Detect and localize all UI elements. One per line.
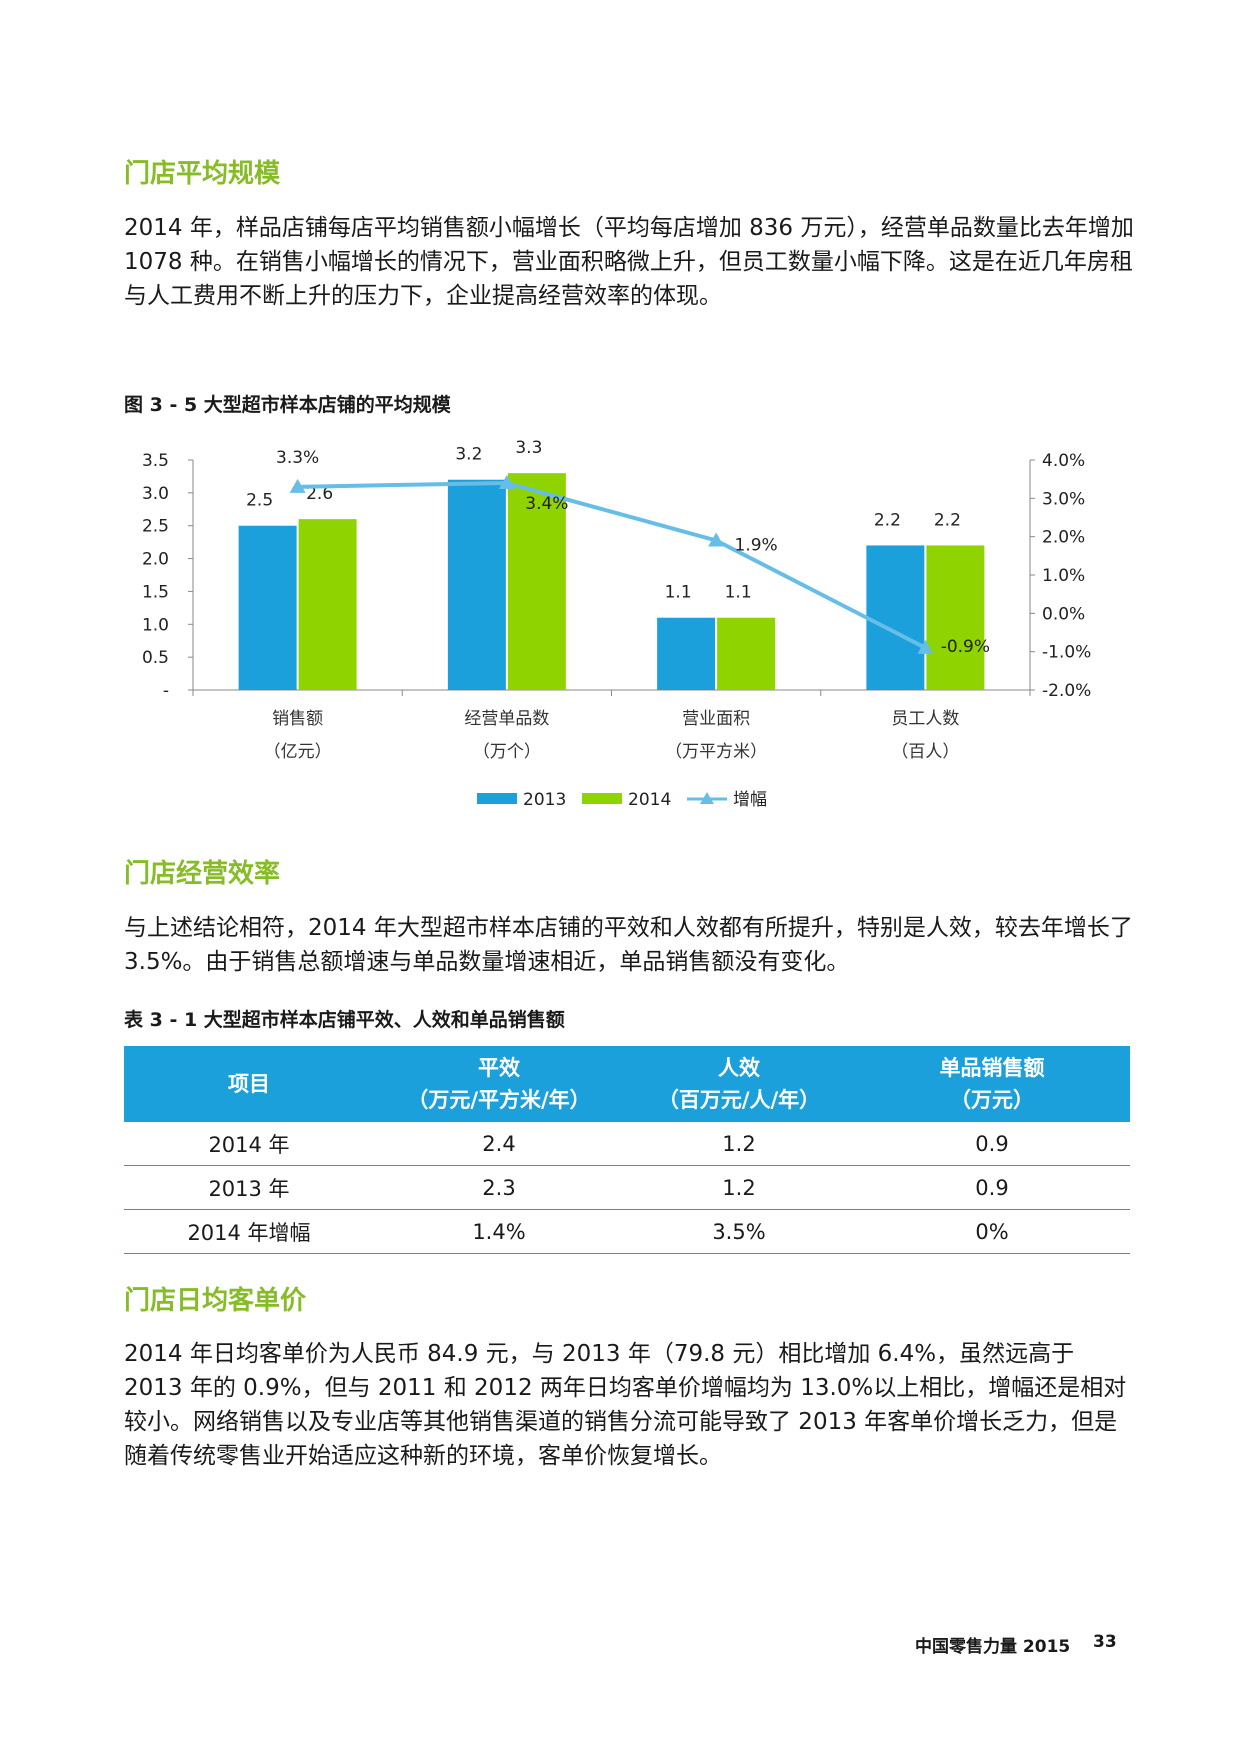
x-category-unit: （亿元） (264, 742, 332, 762)
table-cell: 0.9 (854, 1165, 1130, 1210)
paragraph-store-scale: 2014 年，样品店铺每店平均销售额小幅增长（平均每店增加 836 万元），经营… (124, 215, 1134, 309)
paragraph-efficiency: 与上述结论相符，2014 年大型超市样本店铺的平效和人效都有所提升，特别是人效，… (124, 915, 1133, 975)
table-row: 2014 年增幅 1.4% 3.5% 0% (124, 1209, 1130, 1254)
x-category-label: 销售额 (272, 709, 323, 729)
left-axis-tick-label: - (163, 681, 169, 701)
growth-data-label: -0.9% (941, 637, 990, 657)
left-axis-tick-label: 1.0 (142, 615, 169, 635)
table-cell: 0.9 (854, 1122, 1130, 1166)
bar-2014 (507, 473, 566, 690)
page-number: 33 (1093, 1632, 1117, 1652)
growth-data-label: 3.4% (525, 494, 568, 514)
bar-2014 (717, 617, 776, 690)
legend-line-marker (700, 792, 714, 804)
growth-data-label: 1.9% (735, 536, 778, 556)
x-category-label: 营业面积 (682, 709, 750, 729)
bar-data-label: 3.2 (455, 445, 482, 465)
x-category-unit: （百人） (891, 742, 959, 762)
table-cell: 0% (854, 1209, 1130, 1254)
right-axis-tick-label: 1.0% (1042, 566, 1085, 586)
bar-data-label: 2.2 (934, 510, 961, 530)
x-category-unit: （万平方米） (665, 742, 767, 762)
table-cell: 2.4 (374, 1122, 624, 1166)
bar-2013 (447, 479, 506, 690)
table-cell: 2.3 (374, 1165, 624, 1210)
left-axis-tick-label: 1.5 (142, 582, 169, 602)
table-cell: 1.2 (624, 1165, 854, 1210)
right-axis-tick-label: 0.0% (1042, 604, 1085, 624)
right-axis-tick-label: 4.0% (1042, 451, 1085, 471)
legend-swatch-2013 (477, 793, 517, 804)
right-axis-tick-label: 2.0% (1042, 528, 1085, 548)
growth-marker (498, 475, 515, 489)
table-cell: 1.2 (624, 1122, 854, 1166)
left-axis-tick-label: 3.5 (142, 451, 169, 471)
legend-label: 增幅 (733, 790, 767, 810)
header-sales-per-area: 平效 （万元/平方米/年） (374, 1046, 624, 1122)
x-category-label: 员工人数 (891, 709, 959, 729)
table-row: 2013 年 2.3 1.2 0.9 (124, 1165, 1130, 1210)
table-header-row: 项目 平效 （万元/平方米/年） 人效 （百万元/人/年） 单品销售额 （万元） (124, 1046, 1130, 1122)
bar-2013 (657, 617, 716, 690)
header-sales-per-sku: 单品销售额 （万元） (854, 1046, 1130, 1122)
header-sales-per-staff: 人效 （百万元/人/年） (624, 1046, 854, 1122)
left-axis-tick-label: 3.0 (142, 484, 169, 504)
bar-data-label: 1.1 (725, 583, 752, 603)
bar-2014 (926, 545, 985, 690)
left-axis-tick-label: 2.0 (142, 550, 169, 570)
table-cell: 2014 年 (124, 1122, 374, 1166)
bar-data-label: 2.5 (246, 491, 273, 511)
x-category-label: 经营单品数 (464, 709, 549, 729)
section-title-store-scale: 门店平均规模 (124, 159, 281, 189)
bar-data-label: 1.1 (665, 583, 692, 603)
header-item: 项目 (124, 1046, 374, 1122)
growth-data-label: 3.3% (276, 448, 319, 468)
table-cell: 2013 年 (124, 1165, 374, 1210)
left-axis-tick-label: 0.5 (142, 648, 169, 668)
legend-label: 2013 (523, 790, 566, 810)
legend-swatch-2014 (582, 793, 622, 804)
right-axis-tick-label: -1.0% (1042, 643, 1091, 663)
table-cell: 2014 年增幅 (124, 1209, 374, 1254)
section-title-avg-ticket: 门店日均客单价 (124, 1286, 307, 1316)
bar-2013 (238, 525, 297, 690)
x-category-unit: （万个） (473, 742, 541, 762)
bar-data-label: 2.6 (306, 484, 333, 504)
right-axis-tick-label: 3.0% (1042, 489, 1085, 509)
efficiency-table: 项目 平效 （万元/平方米/年） 人效 （百万元/人/年） 单品销售额 （万元） 20… (124, 1046, 1130, 1254)
growth-marker (917, 639, 934, 654)
bar-2013 (866, 545, 925, 690)
bar-data-label: 2.2 (874, 510, 901, 530)
growth-line (297, 480, 927, 650)
legend-label: 2014 (628, 790, 671, 810)
section-title-efficiency: 门店经营效率 (124, 859, 281, 889)
footer-title: 中国零售力量 2015 (915, 1637, 1071, 1657)
bar-line-chart: - 0.5 1.0 1.5 2.0 2.5 3.0 3.5 -2.0% -1.0% 0.0% 1.0%… (142, 438, 1091, 810)
bar-2014 (298, 519, 357, 690)
bar-data-label: 3.3 (515, 438, 542, 458)
figure-caption: 图 3 - 5 大型超市样本店铺的平均规模 (124, 394, 451, 416)
right-axis-tick-label: -2.0% (1042, 681, 1091, 701)
left-axis-tick-label: 2.5 (142, 517, 169, 537)
growth-marker (289, 478, 306, 493)
paragraph-avg-ticket: 2014 年日均客单价为人民币 84.9 元，与 2013 年（79.8 元）相… (124, 1341, 1127, 1469)
growth-marker (708, 532, 725, 547)
table-caption: 表 3 - 1 大型超市样本店铺平效、人效和单品销售额 (124, 1009, 565, 1031)
table-cell: 1.4% (374, 1209, 624, 1254)
table-cell: 3.5% (624, 1209, 854, 1254)
table-row: 2014 年 2.4 1.2 0.9 (124, 1122, 1130, 1166)
